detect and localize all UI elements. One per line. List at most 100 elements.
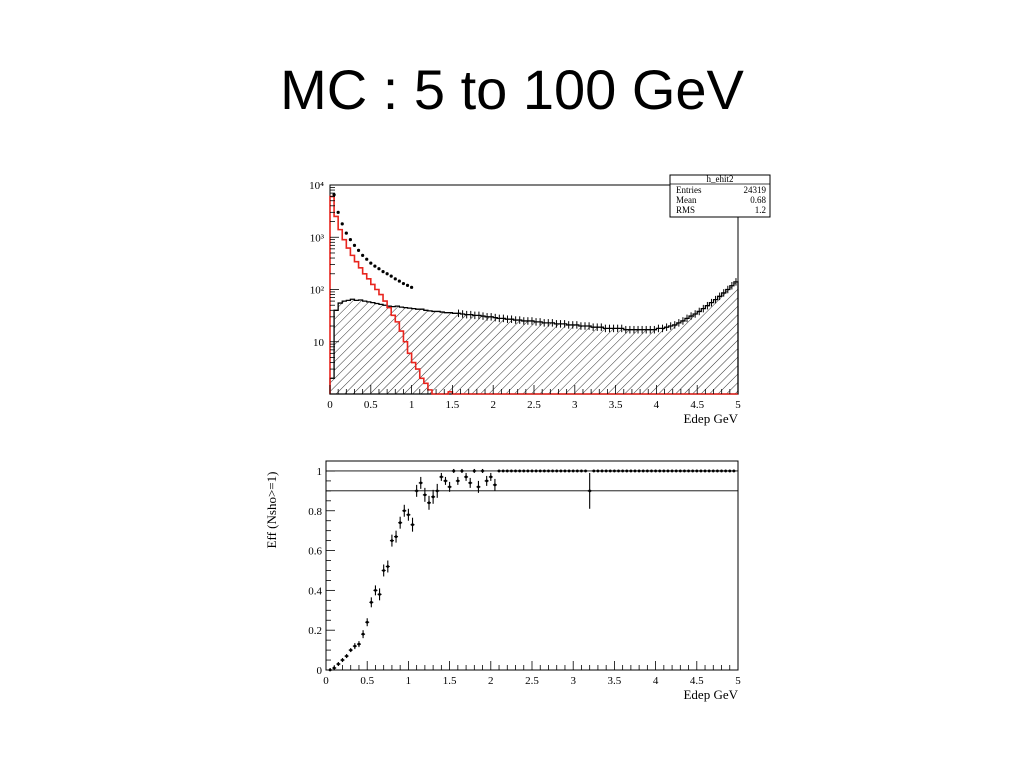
efficiency-point [728, 469, 732, 473]
efficiency-point [394, 535, 398, 539]
efficiency-x-tick-label: 1.5 [443, 675, 457, 687]
efficiency-y-tick-label: 0 [317, 665, 323, 677]
efficiency-point [489, 475, 493, 479]
histogram-y-tick-label: 10⁴ [309, 180, 324, 192]
histogram-point [377, 267, 381, 271]
efficiency-y-tick-label: 0.2 [308, 625, 322, 637]
efficiency-point [501, 469, 505, 473]
efficiency-point [637, 469, 641, 473]
efficiency-point [580, 469, 583, 473]
histogram-x-tick-label: 2.5 [527, 399, 541, 411]
efficiency-point [678, 469, 682, 473]
efficiency-point [456, 479, 460, 483]
histogram-point [344, 231, 348, 235]
histogram-point [369, 261, 373, 265]
efficiency-point [530, 469, 534, 473]
efficiency-point [641, 469, 645, 473]
efficiency-y-tick-label: 0.8 [308, 506, 322, 518]
histogram-y-tick-label: 10² [310, 285, 325, 297]
efficiency-point [419, 481, 423, 485]
histogram-point [405, 283, 410, 287]
stats-value-mean: 0.68 [750, 195, 766, 205]
efficiency-point [402, 509, 406, 513]
histogram-point [348, 238, 352, 242]
efficiency-point [378, 592, 381, 596]
histogram-x-tick-label: 4 [654, 399, 660, 411]
stats-value-entries: 24319 [744, 185, 767, 195]
efficiency-x-tick-label: 4.5 [690, 675, 704, 687]
efficiency-x-tick-label: 2.5 [525, 675, 539, 687]
efficiency-point [695, 469, 699, 473]
histogram-x-tick-label: 5 [735, 399, 741, 411]
efficiency-point [658, 469, 662, 473]
efficiency-point [336, 662, 340, 666]
efficiency-y-label: Eff (Nsho>=1) [264, 472, 279, 549]
efficiency-point [703, 469, 707, 473]
efficiency-point [645, 469, 649, 473]
efficiency-point [365, 620, 369, 624]
efficiency-x-tick-label: 0 [323, 675, 329, 687]
slide-title: MC : 5 to 100 GeV [280, 58, 744, 121]
efficiency-point [542, 469, 546, 473]
efficiency-point [526, 469, 530, 473]
histogram-point [361, 253, 365, 257]
efficiency-point [666, 469, 670, 473]
efficiency-point [369, 600, 373, 604]
stats-name: h_ehit2 [707, 174, 734, 184]
efficiency-x-tick-label: 3.5 [608, 675, 622, 687]
efficiency-point [716, 469, 719, 473]
efficiency-point [534, 469, 538, 473]
histogram-point [356, 248, 361, 253]
efficiency-y-tick-label: 0.6 [308, 546, 322, 558]
efficiency-point [625, 469, 629, 473]
efficiency-point [374, 588, 377, 592]
histogram-x-tick-label: 2 [490, 399, 496, 411]
efficiency-point [674, 469, 678, 473]
histogram-points [332, 193, 414, 289]
efficiency-x-axis: 0 0.5 1 1.5 2 2.5 3 3.5 4 4.5 5 [323, 661, 741, 687]
histogram-point [389, 274, 393, 278]
efficiency-point [353, 644, 357, 648]
efficiency-point [633, 469, 637, 473]
efficiency-point [547, 469, 550, 473]
efficiency-point [349, 648, 353, 652]
efficiency-point [460, 469, 464, 473]
efficiency-point [662, 469, 666, 473]
hatched-histogram-area [329, 281, 739, 395]
efficiency-point [551, 469, 554, 473]
efficiency-point [707, 469, 711, 473]
histogram-point [401, 281, 406, 286]
efficiency-x-tick-label: 5 [735, 675, 741, 687]
efficiency-point [588, 489, 592, 493]
efficiency-point [711, 469, 715, 473]
efficiency-point [444, 479, 447, 483]
efficiency-point [464, 475, 468, 479]
efficiency-point [514, 469, 517, 473]
histogram-x-tick-label: 4.5 [690, 399, 704, 411]
efficiency-point [650, 469, 653, 473]
efficiency-point [415, 489, 419, 493]
efficiency-point [699, 469, 703, 473]
efficiency-point [398, 521, 402, 525]
efficiency-point [555, 469, 559, 473]
efficiency-point [621, 469, 625, 473]
efficiency-point [683, 469, 686, 473]
efficiency-point [654, 469, 657, 473]
efficiency-point [481, 469, 484, 473]
efficiency-x-tick-label: 2 [488, 675, 494, 687]
efficiency-point [493, 483, 497, 487]
stats-value-rms: 1.2 [755, 205, 766, 215]
efficiency-point [559, 469, 563, 473]
efficiency-point [407, 513, 410, 517]
efficiency-point [485, 479, 489, 483]
efficiency-point [452, 469, 456, 473]
efficiency-point [617, 469, 620, 473]
histogram-x-tick-label: 3.5 [609, 399, 623, 411]
histogram-x-tick-label: 0 [327, 399, 333, 411]
efficiency-y-axis: 0 0.2 0.4 0.6 0.8 1 [308, 466, 335, 677]
hatched-histogram [329, 278, 739, 395]
efficiency-point [468, 481, 472, 485]
efficiency-point [411, 523, 414, 527]
histogram-point [336, 210, 340, 214]
